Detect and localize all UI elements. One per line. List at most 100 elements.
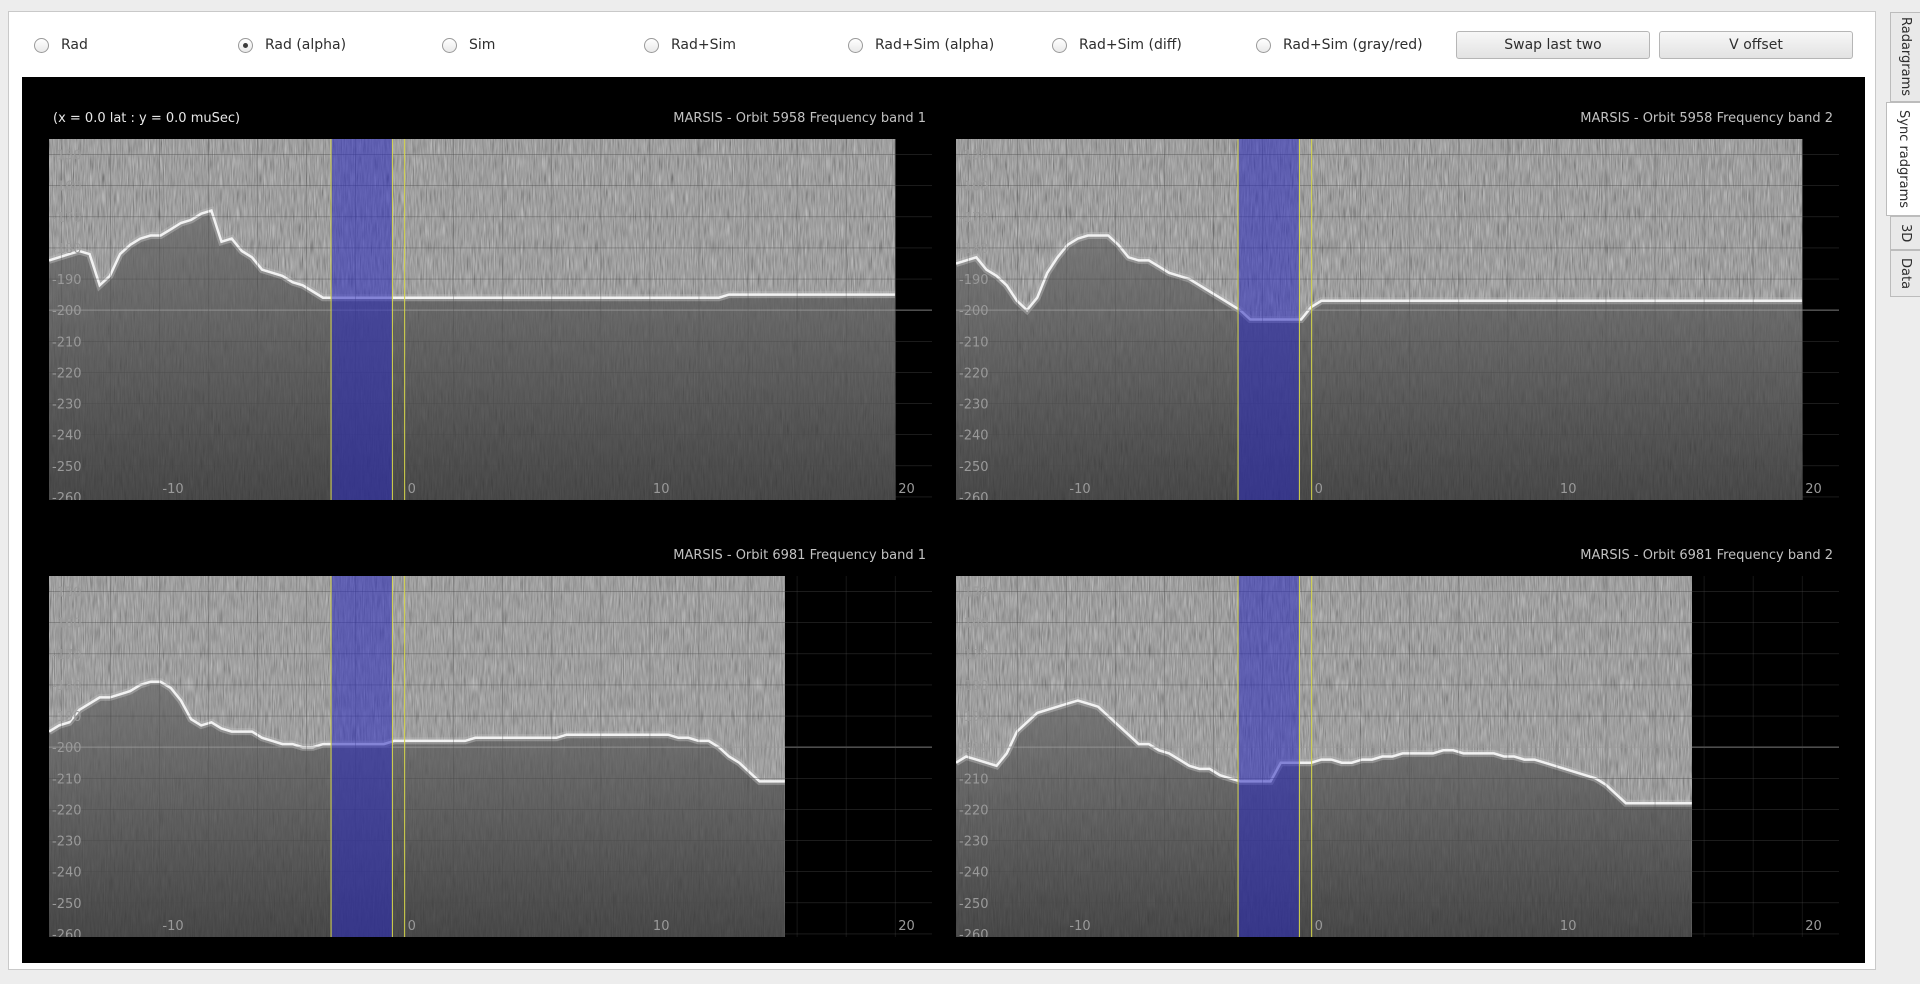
- x-tick-label: 10: [653, 482, 670, 497]
- y-tick-label: -150: [959, 149, 989, 164]
- panel-title: MARSIS - Orbit 6981 Frequency band 2: [1580, 548, 1833, 563]
- radio-rad-sim-diff[interactable]: Rad+Sim (diff): [1052, 37, 1182, 53]
- radio-indicator: [34, 37, 49, 53]
- radargram-svg: -150 -160 -170 -180 -190 -200 -210 -220 -230 -240…: [956, 576, 1839, 937]
- y-tick-label: -260: [959, 928, 989, 937]
- radio-label: Rad: [61, 37, 88, 53]
- y-tick-label: -200: [52, 304, 82, 319]
- y-tick-label: -200: [52, 741, 82, 756]
- radargram-svg: -150 -160 -170 -180 -190 -200 -210 -220 -230 -240…: [49, 139, 932, 500]
- radargram-panel[interactable]: -150 -160 -170 -180 -190 -200 -210 -220 -230 -240…: [49, 139, 932, 500]
- y-tick-label: -170: [52, 648, 82, 663]
- radio-indicator: [1052, 37, 1067, 53]
- y-tick-label: -220: [52, 803, 82, 818]
- y-tick-label: -150: [959, 586, 989, 601]
- x-tick-label: 0: [408, 482, 416, 497]
- y-tick-label: -160: [52, 180, 82, 195]
- tab-data[interactable]: Data: [1890, 250, 1920, 297]
- y-tick-label: -230: [52, 398, 82, 413]
- tab-sync-radgrams[interactable]: Sync radgrams: [1886, 102, 1920, 216]
- radio-label: Rad+Sim (alpha): [875, 37, 995, 53]
- surface-echo-line: [956, 234, 1803, 321]
- panel-title: MARSIS - Orbit 5958 Frequency band 2: [1580, 111, 1833, 126]
- x-tick-label: 0: [408, 919, 416, 934]
- y-tick-label: -170: [959, 211, 989, 226]
- y-tick-label: -210: [959, 772, 989, 787]
- radio-rad-sim-gray-red[interactable]: Rad+Sim (gray/red): [1256, 37, 1423, 53]
- y-tick-label: -240: [52, 429, 82, 444]
- x-tick-label: 10: [653, 919, 670, 934]
- y-tick-label: -180: [959, 679, 989, 694]
- tab-label: Radargrams: [1898, 17, 1913, 97]
- y-tick-label: -180: [52, 242, 82, 257]
- y-tick-label: -240: [959, 866, 989, 881]
- y-tick-label: -220: [52, 366, 82, 381]
- y-tick-label: -190: [959, 710, 989, 725]
- y-tick-label: -190: [52, 273, 82, 288]
- panel-title: MARSIS - Orbit 5958 Frequency band 1: [673, 111, 926, 126]
- x-tick-label: 20: [898, 919, 915, 934]
- x-tick-label: -10: [1069, 482, 1090, 497]
- y-tick-label: -260: [52, 928, 82, 937]
- radio-rad[interactable]: Rad: [34, 37, 88, 53]
- radio-label: Sim: [469, 37, 496, 53]
- radio-rad-alpha[interactable]: Rad (alpha): [238, 37, 346, 53]
- radio-indicator: [644, 37, 659, 53]
- x-tick-label: 20: [1805, 919, 1822, 934]
- swap-last-two-button[interactable]: Swap last two: [1456, 31, 1650, 59]
- tab-3d[interactable]: 3D: [1890, 216, 1920, 250]
- selection-band: [331, 576, 393, 937]
- radio-indicator: [848, 37, 863, 53]
- y-tick-label: -200: [959, 304, 989, 319]
- y-tick-label: -250: [52, 897, 82, 912]
- y-tick-label: -160: [959, 617, 989, 632]
- radio-indicator: [238, 37, 253, 53]
- y-tick-label: -160: [52, 617, 82, 632]
- y-tick-label: -170: [52, 211, 82, 226]
- y-tick-label: -230: [959, 835, 989, 850]
- radio-label: Rad+Sim (diff): [1079, 37, 1182, 53]
- y-tick-label: -190: [52, 710, 82, 725]
- y-tick-label: -250: [959, 897, 989, 912]
- y-tick-label: -180: [959, 242, 989, 257]
- x-tick-label: 0: [1315, 919, 1323, 934]
- y-tick-label: -230: [52, 835, 82, 850]
- radargram-panel[interactable]: -150 -160 -170 -180 -190 -200 -210 -220 -230 -240…: [49, 576, 932, 937]
- y-tick-label: -230: [959, 398, 989, 413]
- tab-label: Sync radgrams: [1896, 109, 1911, 209]
- y-tick-label: -260: [959, 491, 989, 500]
- subsurface-echo-area: [49, 210, 896, 500]
- y-tick-label: -240: [959, 429, 989, 444]
- x-tick-label: -10: [162, 482, 183, 497]
- selection-band: [331, 139, 393, 500]
- tab-label: 3D: [1898, 223, 1913, 243]
- x-tick-label: -10: [162, 919, 183, 934]
- v-offset-button[interactable]: V offset: [1659, 31, 1853, 59]
- y-tick-label: -260: [52, 491, 82, 500]
- y-tick-label: -160: [959, 180, 989, 195]
- radio-indicator: [442, 37, 457, 53]
- radargram-panel[interactable]: -150 -160 -170 -180 -190 -200 -210 -220 -230 -240…: [956, 576, 1839, 937]
- y-tick-label: -180: [52, 679, 82, 694]
- x-tick-label: 10: [1560, 919, 1577, 934]
- radio-rad-sim[interactable]: Rad+Sim: [644, 37, 736, 53]
- y-tick-label: -220: [959, 366, 989, 381]
- y-tick-label: -210: [959, 335, 989, 350]
- surface-echo-line: [49, 680, 785, 783]
- y-tick-label: -150: [52, 149, 82, 164]
- radargram-panel[interactable]: -150 -160 -170 -180 -190 -200 -210 -220 -230 -240…: [956, 139, 1839, 500]
- tab-radargrams[interactable]: Radargrams: [1890, 12, 1920, 102]
- x-tick-label: -10: [1069, 919, 1090, 934]
- radio-rad-sim-alpha[interactable]: Rad+Sim (alpha): [848, 37, 994, 53]
- y-tick-label: -250: [959, 460, 989, 475]
- selection-band: [1238, 139, 1300, 500]
- radargram-svg: -150 -160 -170 -180 -190 -200 -210 -220 -230 -240…: [49, 576, 932, 937]
- y-tick-label: -210: [52, 772, 82, 787]
- radio-sim[interactable]: Sim: [442, 37, 495, 53]
- radio-indicator: [1256, 37, 1271, 53]
- x-tick-label: 10: [1560, 482, 1577, 497]
- y-tick-label: -220: [959, 803, 989, 818]
- y-tick-label: -200: [959, 741, 989, 756]
- y-tick-label: -190: [959, 273, 989, 288]
- y-tick-label: -240: [52, 866, 82, 881]
